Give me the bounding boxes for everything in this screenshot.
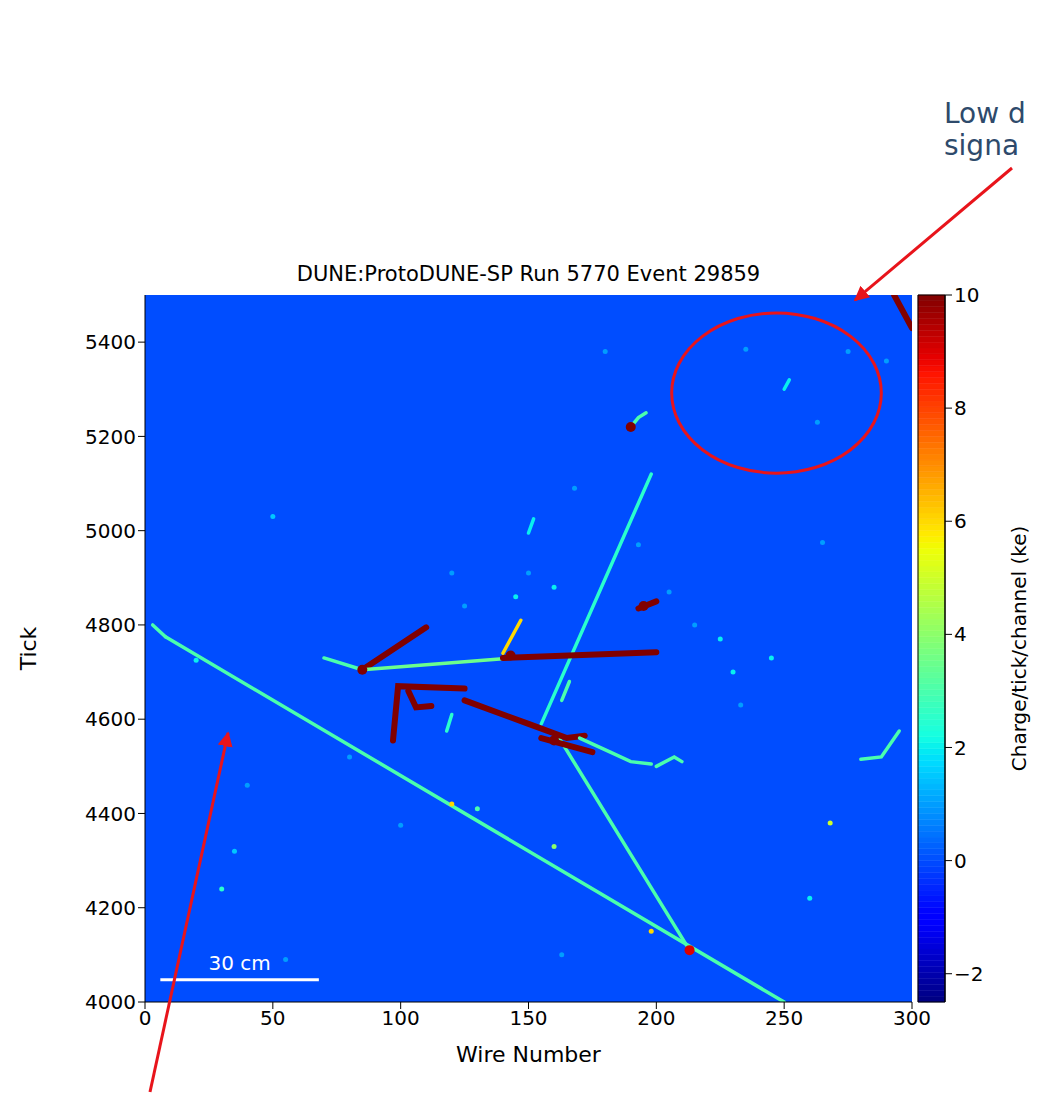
svg-text:30 cm: 30 cm xyxy=(208,951,270,975)
svg-text:Charge/tick/channel (ke): Charge/tick/channel (ke) xyxy=(1007,526,1031,772)
svg-text:4200: 4200 xyxy=(85,896,136,920)
svg-text:2: 2 xyxy=(954,736,967,760)
svg-text:5400: 5400 xyxy=(85,330,136,354)
svg-text:Tick: Tick xyxy=(16,626,41,671)
svg-text:4: 4 xyxy=(954,622,967,646)
svg-text:−2: −2 xyxy=(954,962,983,986)
svg-text:4400: 4400 xyxy=(85,802,136,826)
svg-text:5000: 5000 xyxy=(85,519,136,543)
svg-text:250: 250 xyxy=(765,1006,803,1030)
svg-text:0: 0 xyxy=(954,849,967,873)
svg-text:8: 8 xyxy=(954,396,967,420)
html-text:DUNE:ProtoDUNE-SP Run 5770 Eve: DUNE:ProtoDUNE-SP Run 5770 Event 29859 xyxy=(296,262,761,286)
svg-text:6: 6 xyxy=(954,509,967,533)
svg-text:300: 300 xyxy=(893,1006,931,1030)
svg-text:150: 150 xyxy=(509,1006,547,1030)
svg-text:5200: 5200 xyxy=(85,425,136,449)
html-text:signa: signa xyxy=(944,129,1019,162)
svg-text:4800: 4800 xyxy=(85,613,136,637)
svg-text:200: 200 xyxy=(637,1006,675,1030)
svg-text:10: 10 xyxy=(954,283,979,307)
svg-text:50: 50 xyxy=(260,1006,285,1030)
svg-text:100: 100 xyxy=(382,1006,420,1030)
svg-text:4600: 4600 xyxy=(85,707,136,731)
svg-text:Wire Number: Wire Number xyxy=(456,1042,602,1067)
svg-text:4000: 4000 xyxy=(85,990,136,1014)
svg-text:0: 0 xyxy=(139,1006,152,1030)
html-text:Low d: Low d xyxy=(944,97,1026,130)
